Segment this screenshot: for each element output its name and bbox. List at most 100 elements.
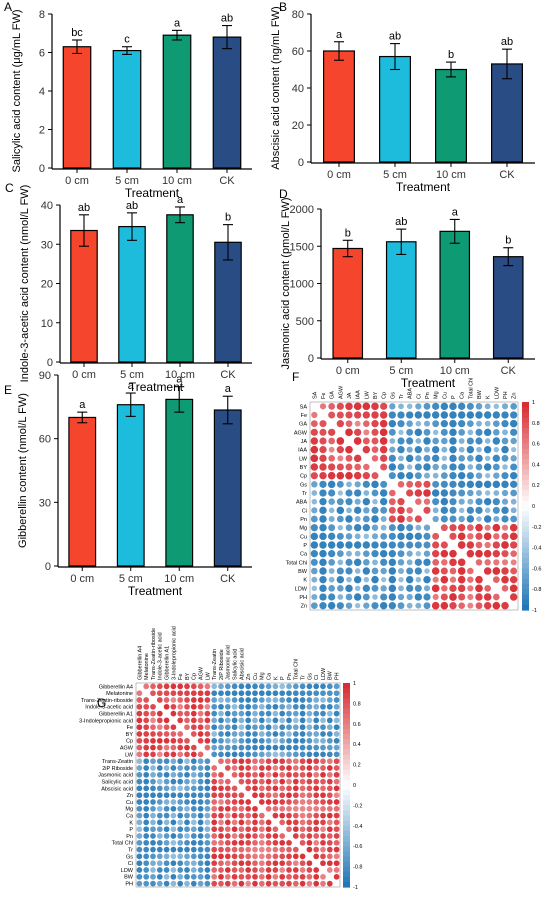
correlation-dot — [163, 867, 170, 873]
correlation-dot — [286, 805, 292, 812]
correlation-dot — [224, 744, 231, 751]
correlation-dot — [252, 724, 258, 731]
correlation-dot — [258, 765, 265, 771]
correlation-dot — [204, 873, 211, 880]
correlation-dot — [272, 853, 279, 860]
correlation-dot — [252, 867, 258, 873]
correlation-dot — [204, 833, 211, 839]
correlation-dot — [265, 833, 272, 839]
correlation-dot — [170, 744, 177, 751]
colorbar-segment — [522, 500, 529, 507]
correlation-dot — [252, 758, 258, 765]
correlation-dot — [423, 532, 431, 540]
correlation-dot — [150, 826, 156, 833]
correlation-dot — [493, 559, 500, 566]
correlation-dot — [286, 826, 292, 833]
y-tick-label: 2000 — [290, 204, 314, 216]
correlation-dot — [449, 567, 457, 575]
correlation-dot — [354, 463, 362, 471]
colorbar-segment — [343, 846, 350, 852]
correlation-dot — [150, 731, 156, 737]
correlation-dot — [143, 758, 150, 765]
colorbar-tick-label: 0.2 — [353, 763, 361, 769]
correlation-dot — [440, 541, 448, 549]
x-tick-label: 10 cm — [436, 169, 466, 181]
correlation-dot — [252, 833, 258, 839]
colorbar-tick-label: -0.4 — [353, 824, 362, 830]
correlation-dot — [143, 805, 150, 812]
correlation-dot — [150, 758, 156, 765]
correlation-dot — [279, 805, 286, 812]
correlation-dot — [371, 550, 379, 558]
row-label: Abscisic acid — [101, 786, 133, 792]
correlation-dot — [363, 533, 370, 540]
column-label: Total Chl — [468, 378, 474, 399]
correlation-dot — [177, 744, 184, 751]
correlation-dot — [310, 515, 318, 523]
correlation-dot — [177, 737, 184, 744]
correlation-dot — [320, 703, 326, 710]
significance-letter: ab — [126, 200, 138, 212]
correlation-dot — [143, 860, 150, 867]
colorbar-tick-label: -0.6 — [353, 844, 362, 850]
significance-letter: a — [452, 206, 459, 218]
correlation-dot — [143, 846, 150, 853]
correlation-dot — [184, 812, 190, 819]
column-label: Cp — [192, 673, 198, 680]
correlation-dot — [184, 792, 190, 799]
correlation-dot — [483, 601, 492, 610]
correlation-dot — [143, 826, 150, 833]
correlation-dot — [265, 778, 272, 785]
correlation-dot — [466, 445, 475, 454]
correlation-dot — [509, 575, 518, 584]
bar — [162, 34, 192, 169]
correlation-dot — [170, 846, 177, 853]
correlation-dot — [311, 411, 318, 419]
correlation-dot — [313, 717, 320, 724]
correlation-dot — [238, 805, 245, 812]
correlation-dot — [345, 402, 353, 411]
correlation-dot — [458, 446, 465, 453]
correlation-dot — [371, 533, 379, 540]
correlation-dot — [510, 541, 518, 549]
correlation-dot — [224, 873, 231, 880]
correlation-dot — [328, 428, 336, 436]
correlation-dot — [371, 472, 379, 480]
correlation-dot — [279, 799, 286, 805]
correlation-dot — [190, 812, 197, 819]
correlation-dot — [458, 402, 466, 410]
correlation-dot — [143, 833, 150, 839]
correlation-dot — [510, 411, 518, 419]
correlation-dot — [336, 463, 344, 471]
correlation-dot — [432, 515, 439, 523]
y-tick-label: 1500 — [290, 241, 314, 253]
correlation-dot — [492, 506, 500, 514]
correlation-dot — [170, 812, 177, 819]
correlation-dot — [258, 710, 265, 717]
correlation-dot — [190, 873, 197, 880]
y-tick-label: 8 — [39, 9, 45, 21]
correlation-dot — [177, 792, 184, 799]
column-label: Indole-3-acetic acid — [158, 632, 164, 680]
correlation-dot — [163, 724, 170, 731]
colorbar-segment — [522, 474, 529, 481]
correlation-dot — [432, 429, 439, 436]
correlation-dot — [311, 576, 318, 583]
correlation-dot — [371, 506, 379, 514]
correlation-dot — [279, 833, 286, 839]
correlation-dot — [354, 489, 362, 497]
correlation-dot — [466, 411, 475, 419]
correlation-dot — [204, 744, 211, 751]
correlation-dot — [371, 524, 379, 531]
correlation-dot — [204, 778, 211, 785]
correlation-dot — [156, 778, 163, 785]
correlation-dot — [320, 690, 326, 697]
correlation-dot — [423, 593, 431, 601]
correlation-dot — [197, 683, 204, 690]
colorbar-segment — [522, 422, 529, 429]
correlation-dot — [458, 515, 465, 523]
correlation-dot — [190, 860, 197, 867]
correlation-dot — [211, 697, 218, 703]
correlation-dot — [306, 792, 313, 799]
